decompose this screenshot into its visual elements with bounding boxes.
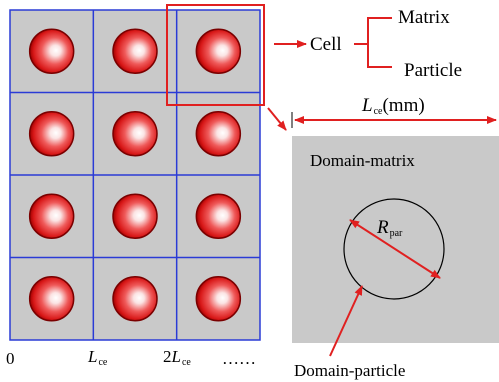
particle-label: Particle	[404, 60, 463, 81]
red-sphere-icon	[195, 193, 242, 239]
cell-label: Cell	[310, 34, 342, 55]
domain-matrix-label: Domain-matrix	[310, 151, 415, 170]
matrix-label: Matrix	[398, 7, 450, 28]
red-sphere-icon	[112, 28, 158, 74]
radius-arrow	[349, 219, 441, 279]
axis-label-zero: 0	[6, 349, 15, 368]
red-sphere-icon	[28, 276, 75, 322]
red-sphere-icon	[112, 193, 158, 239]
red-sphere-icon	[195, 28, 242, 74]
red-sphere-icon	[28, 28, 75, 74]
red-sphere-icon	[195, 276, 242, 322]
red-sphere-icon	[28, 111, 75, 157]
red-sphere-icon	[112, 276, 158, 322]
dimension-label: Lce(mm)	[362, 95, 425, 117]
radius-label: Rpar	[377, 217, 403, 239]
domain-particle-label: Domain-particle	[294, 361, 406, 380]
domain-particle-arrow	[329, 285, 363, 357]
axis-label-lce: Lce	[88, 347, 108, 368]
red-sphere-icon	[112, 111, 158, 157]
cell-grid	[9, 9, 261, 341]
domain-particle-circle	[343, 198, 445, 300]
axis-label-2lce: 2Lce	[163, 347, 191, 368]
cell-tree-bracket	[354, 17, 392, 68]
red-sphere-icon	[195, 111, 242, 157]
axis-label-ellipsis: ……	[222, 349, 256, 368]
zoom-arrow	[267, 107, 287, 131]
red-sphere-icon	[28, 193, 75, 239]
highlighted-cell-box	[166, 4, 265, 106]
